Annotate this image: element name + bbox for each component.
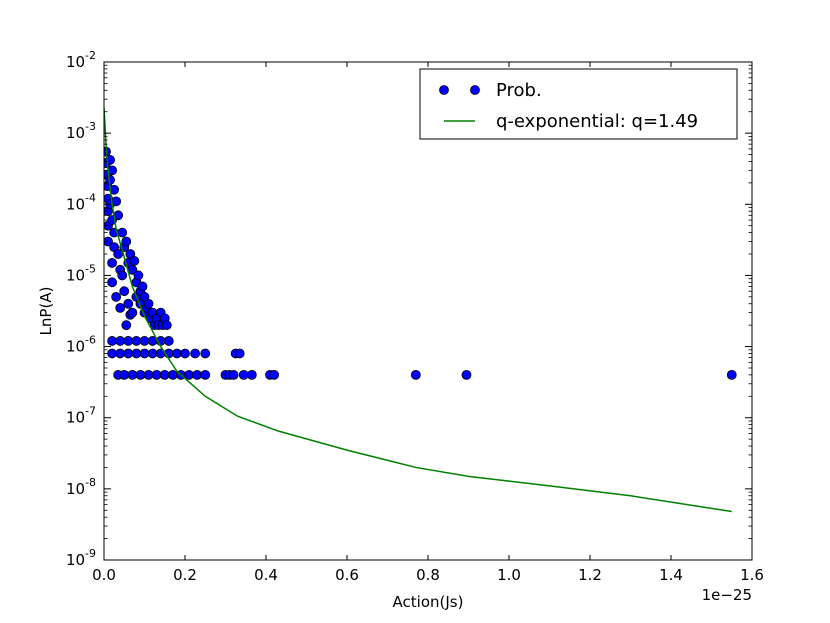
scatter-point-prob — [192, 369, 203, 380]
scatter-point-prob — [119, 286, 130, 297]
scatter-point-prob — [410, 369, 421, 380]
scatter-point-prob — [234, 348, 245, 359]
scatter-point-prob — [123, 336, 134, 346]
scatter-point-prob — [119, 369, 130, 380]
scatter-point-prob — [121, 320, 132, 331]
y-tick-label: 10-5 — [66, 262, 96, 284]
scatter-point-prob — [123, 348, 134, 359]
scatter-point-prob — [180, 348, 190, 359]
x-tick-label: 1.2 — [578, 566, 602, 584]
legend-box — [419, 68, 738, 140]
scatter-point-prob — [726, 369, 737, 380]
scatter-point-prob — [139, 348, 150, 359]
scatter-point-prob — [111, 196, 122, 207]
scatter-point-prob — [238, 369, 249, 380]
scatter-point-prob — [115, 348, 126, 359]
scatter-point-prob — [163, 336, 174, 346]
scatter-point-prob — [143, 298, 154, 309]
x-axis-offset-label: 1e−25 — [702, 586, 752, 604]
scatter-point-prob — [121, 236, 132, 247]
scatter-point-prob — [139, 336, 150, 346]
series-layer — [104, 107, 737, 513]
scatter-point-prob — [184, 369, 194, 380]
scatter-point-prob — [135, 369, 146, 380]
scatter-point-prob — [117, 270, 128, 281]
scatter-point-prob — [151, 369, 162, 380]
y-tick-label: 10-6 — [66, 334, 96, 356]
scatter-point-prob — [123, 298, 134, 309]
scatter-point-prob — [246, 369, 257, 380]
x-axis-label: Action(Js) — [393, 593, 464, 611]
scatter-point-prob — [200, 348, 211, 359]
y-tick-label: 10-9 — [66, 547, 96, 569]
y-tick-label: 10-8 — [66, 476, 96, 498]
scatter-point-prob — [107, 258, 117, 268]
x-tick-label: 0.2 — [173, 566, 197, 584]
series-line-q-exponential — [104, 107, 732, 513]
scatter-point-prob — [143, 369, 154, 380]
y-tick-label: 10-2 — [66, 49, 96, 71]
scatter-point-prob — [269, 369, 280, 380]
scatter-point-prob — [107, 336, 117, 346]
scatter-point-prob — [137, 281, 148, 292]
x-tick-label: 1.0 — [497, 566, 521, 584]
scatter-point-prob — [228, 369, 239, 380]
scatter-point-prob — [111, 291, 122, 302]
x-tick-label: 0.8 — [416, 566, 440, 584]
scatter-point-prob — [133, 270, 144, 281]
scatter-point-prob — [461, 369, 472, 380]
y-tick-label: 10-3 — [66, 120, 96, 142]
scatter-point-prob — [161, 320, 172, 331]
x-tick-label: 0.6 — [335, 566, 359, 584]
legend-label-prob: Prob. — [496, 80, 542, 101]
legend: Prob. q-exponential: q=1.49 — [419, 68, 738, 140]
scatter-point-prob — [190, 348, 201, 359]
scatter-point-prob — [104, 236, 113, 247]
legend-marker-prob-2 — [470, 85, 480, 95]
scatter-point-prob — [107, 348, 117, 359]
scatter-point-prob — [131, 336, 142, 346]
x-tick-label: 1.4 — [659, 566, 683, 584]
legend-marker-prob-1 — [439, 85, 449, 95]
scatter-point-prob — [127, 307, 138, 318]
x-tick-label: 1.6 — [740, 566, 764, 584]
scatter-point-prob — [147, 348, 158, 359]
scatter-point-prob — [200, 369, 211, 380]
y-axis-label: LnP(A) — [37, 287, 55, 336]
x-tick-label: 0.0 — [92, 566, 116, 584]
scatter-point-prob — [115, 302, 126, 313]
scatter-point-prob — [107, 277, 117, 288]
x-tick-label: 0.4 — [254, 566, 278, 584]
scatter-point-prob — [159, 369, 170, 380]
scatter-point-prob — [131, 348, 142, 359]
scatter-point-prob — [129, 256, 140, 266]
y-tick-label: 10-4 — [66, 191, 96, 213]
y-tick-label: 10-7 — [66, 405, 96, 427]
plot-area — [104, 62, 752, 560]
scatter-point-prob — [117, 227, 128, 238]
scatter-point-prob — [167, 369, 178, 380]
scatter-point-prob — [115, 336, 126, 346]
scatter-point-prob — [171, 348, 182, 359]
ticks-layer: 0.0 0.2 0.4 0.6 0.8 1.0 1.2 1.4 1.6 10-9 10-8 10-7 1… — [66, 49, 764, 584]
scatter-point-prob — [127, 369, 138, 380]
legend-label-q-exponential: q-exponential: q=1.49 — [496, 111, 698, 132]
